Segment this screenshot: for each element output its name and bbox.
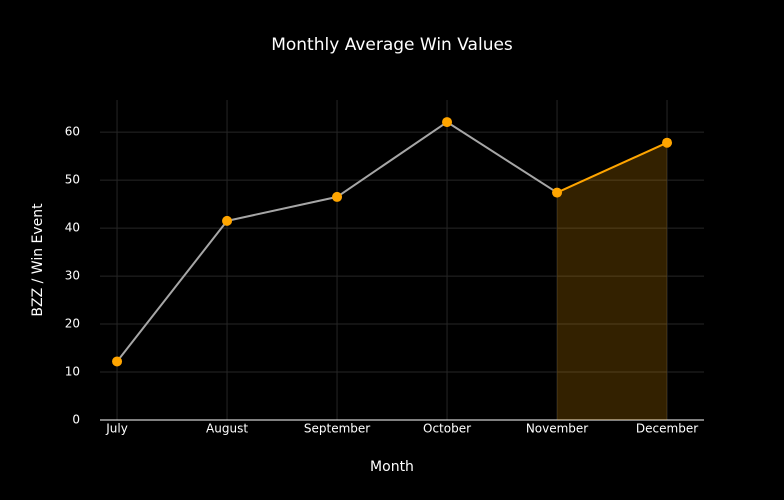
marker bbox=[442, 117, 453, 128]
marker bbox=[222, 215, 233, 226]
x-tick-label: August bbox=[206, 422, 248, 436]
highlight-line bbox=[556, 141, 668, 194]
y-tick-label: 10 bbox=[65, 365, 80, 379]
x-tick-label: September bbox=[304, 422, 370, 436]
x-tick-label: November bbox=[526, 422, 588, 436]
x-axis-title: Month bbox=[370, 459, 414, 475]
highlight-area bbox=[557, 142, 668, 420]
y-tick-label: 0 bbox=[72, 413, 80, 427]
y-tick-label: 30 bbox=[65, 269, 80, 283]
chart-title: Monthly Average Win Values bbox=[271, 35, 513, 55]
y-tick-label: 50 bbox=[65, 173, 80, 187]
y-tick-label: 40 bbox=[65, 221, 80, 235]
marker bbox=[552, 187, 563, 198]
x-tick-label: July bbox=[105, 422, 128, 436]
x-tick-label: October bbox=[423, 422, 471, 436]
marker bbox=[332, 191, 343, 202]
marker bbox=[662, 137, 673, 148]
y-tick-label: 20 bbox=[65, 317, 80, 331]
y-axis-title: BZZ / Win Event bbox=[30, 203, 46, 317]
x-tick-label: December bbox=[636, 422, 698, 436]
marker bbox=[112, 356, 123, 367]
y-tick-label: 60 bbox=[65, 125, 80, 139]
